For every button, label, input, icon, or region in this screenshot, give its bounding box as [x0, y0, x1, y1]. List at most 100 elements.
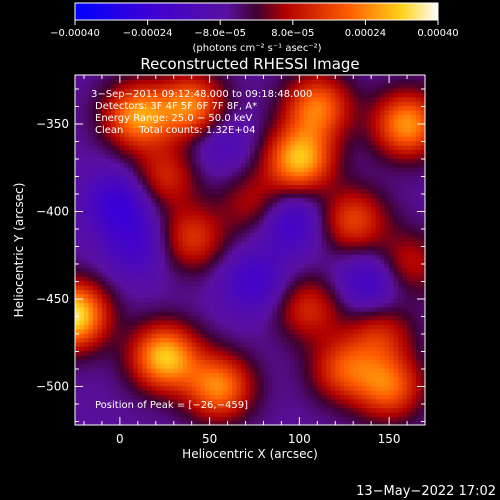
heatmap-cell	[263, 355, 269, 360]
heatmap-cell	[182, 302, 188, 308]
heatmap-cell	[330, 88, 336, 94]
heatmap-cell	[115, 83, 121, 89]
heatmap-cell	[214, 101, 220, 107]
heatmap-cell	[326, 184, 332, 190]
heatmap-cell	[276, 206, 283, 212]
heatmap-cell	[227, 197, 233, 203]
heatmap-cell	[218, 123, 224, 129]
heatmap-cell	[272, 92, 278, 98]
heatmap-cell	[92, 236, 99, 242]
heatmap-cell	[294, 188, 300, 194]
heatmap-cell	[299, 197, 305, 203]
heatmap-cell	[128, 359, 134, 365]
heatmap-cell	[196, 359, 202, 365]
heatmap-cell	[191, 298, 197, 304]
heatmap-cell	[299, 215, 305, 220]
heatmap-cell	[182, 280, 188, 286]
heatmap-cell	[88, 302, 94, 308]
heatmap-cell	[308, 206, 314, 212]
heatmap-cell	[344, 394, 350, 400]
heatmap-cell	[308, 241, 314, 247]
heatmap-cell	[88, 363, 94, 369]
heatmap-cell	[133, 123, 139, 129]
heatmap-cell	[267, 162, 274, 168]
heatmap-cell	[312, 175, 318, 181]
heatmap-cell	[178, 258, 184, 264]
heatmap-cell	[241, 337, 247, 343]
heatmap-cell	[214, 232, 220, 238]
heatmap-cell	[169, 110, 175, 115]
heatmap-cell	[232, 236, 238, 242]
heatmap-cell	[335, 333, 341, 339]
heatmap-cell	[321, 158, 327, 164]
heatmap-cell	[88, 149, 94, 155]
heatmap-cell	[335, 293, 341, 299]
heatmap-cell	[317, 263, 323, 269]
heatmap-cell	[146, 245, 152, 251]
heatmap-cell	[294, 101, 300, 107]
heatmap-cell	[97, 363, 103, 369]
heatmap-cell	[209, 136, 215, 142]
heatmap-cell	[317, 381, 323, 387]
heatmap-cell	[164, 293, 170, 299]
heatmap-cell	[258, 407, 265, 413]
heatmap-cell	[196, 118, 202, 124]
heatmap-cell	[88, 407, 94, 413]
heatmap-cell	[321, 188, 327, 194]
heatmap-cell	[164, 416, 170, 422]
heatmap-cell	[79, 197, 85, 203]
heatmap-cell	[178, 250, 184, 255]
heatmap-cell	[133, 289, 139, 295]
heatmap-cell	[317, 136, 323, 142]
heatmap-cell	[128, 114, 134, 120]
heatmap-cell	[191, 328, 197, 334]
heatmap-cell	[164, 254, 170, 260]
heatmap-cell	[164, 75, 170, 80]
heatmap-cell	[115, 276, 121, 282]
heatmap-cell	[294, 311, 300, 317]
heatmap-cell	[290, 175, 296, 181]
heatmap-cell	[182, 114, 188, 120]
heatmap-cell	[160, 75, 166, 80]
heatmap-cell	[164, 145, 170, 150]
heatmap-cell	[258, 79, 265, 85]
heatmap-cell	[97, 131, 103, 137]
plot-area: 0 50 100 150 −350−400−450−500	[36, 74, 426, 446]
heatmap-cell	[241, 236, 247, 242]
heatmap-cell	[326, 298, 332, 304]
heatmap-cell	[209, 171, 215, 177]
heatmap-cell	[169, 420, 175, 425]
heatmap-cell	[303, 311, 309, 317]
heatmap-cell	[146, 145, 152, 150]
heatmap-cell	[110, 118, 116, 124]
heatmap-cell	[124, 341, 130, 347]
heatmap-cell	[245, 302, 251, 308]
heatmap-cell	[133, 285, 139, 290]
heatmap-cell	[267, 201, 274, 207]
heatmap-cell	[97, 96, 103, 102]
heatmap-cell	[263, 193, 269, 199]
heatmap-cell	[142, 385, 148, 391]
heatmap-cell	[83, 355, 90, 360]
heatmap-cell	[75, 75, 81, 80]
heatmap-cell	[317, 394, 323, 400]
heatmap-cell	[227, 394, 233, 400]
heatmap-cell	[200, 346, 206, 352]
heatmap-cell	[308, 359, 314, 365]
heatmap-cell	[241, 114, 247, 120]
heatmap-cell	[137, 79, 143, 85]
heatmap-cell	[321, 289, 327, 295]
heatmap-cell	[151, 236, 157, 242]
heatmap-cell	[272, 258, 278, 264]
heatmap-cell	[348, 363, 354, 369]
heatmap-cell	[178, 311, 184, 317]
heatmap-cell	[191, 96, 197, 102]
heatmap-cell	[173, 250, 179, 255]
heatmap-cell	[160, 92, 166, 98]
heatmap-cell	[196, 219, 202, 225]
heatmap-cell	[303, 337, 309, 343]
heatmap-cell	[88, 271, 94, 277]
heatmap-cell	[326, 127, 332, 133]
heatmap-cell	[92, 293, 99, 299]
heatmap-cell	[200, 385, 206, 391]
